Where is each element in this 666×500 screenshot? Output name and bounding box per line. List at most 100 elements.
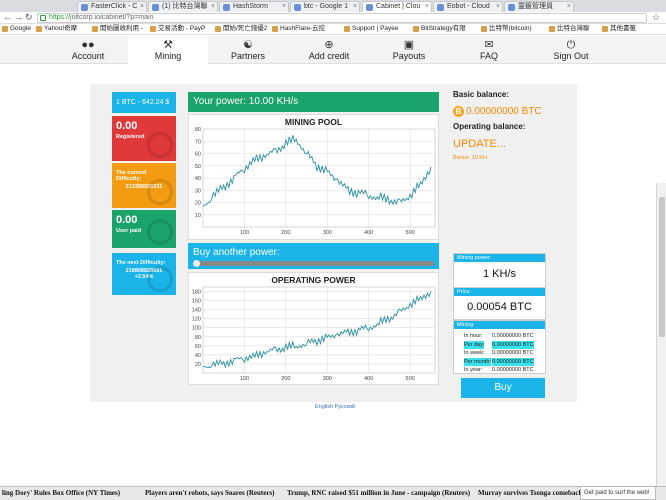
nav-label: Mining — [154, 51, 182, 61]
browser-tab[interactable]: Cabinet | Clou × — [362, 1, 432, 12]
browser-tab[interactable]: 靈籤管理員 × — [504, 1, 574, 12]
nav-partners[interactable]: ☯ Partners — [208, 36, 288, 64]
y-tick-label: 100 — [192, 326, 201, 332]
mining-pool-svg: 10 20 30 40 50 60 70 80 100 200 300 400 500 — [195, 127, 436, 236]
forward-icon[interactable]: → — [14, 12, 23, 22]
close-tab-icon[interactable]: × — [424, 3, 429, 10]
plus-circle-icon: ⊕ — [324, 39, 334, 51]
bonus-text: Bonus: 10 KH — [453, 155, 487, 161]
power-slider-track[interactable] — [193, 261, 434, 266]
close-tab-icon[interactable]: × — [566, 3, 571, 10]
bookmark-item[interactable]: Support | Payee — [344, 24, 399, 34]
page-scrollbar[interactable] — [656, 183, 666, 500]
y-tick-label: 120 — [192, 317, 201, 323]
close-tab-icon[interactable]: × — [139, 3, 144, 10]
series-line — [202, 291, 432, 369]
favicon-icon — [294, 4, 301, 11]
bookmark-item[interactable]: Yahoo!奇摩 — [36, 24, 77, 34]
pickaxe-icon: ⚒ — [163, 39, 173, 51]
scrollbar-thumb[interactable] — [659, 197, 665, 337]
stat-value: 0.00000000 BTC — [492, 340, 534, 349]
stat-label: In week: — [464, 350, 485, 356]
bookmark-item[interactable]: HashFlare-云挖 — [272, 24, 325, 34]
browser-tab-strip: FasterClick - C × (1) 比特台灣聯 × HashStorm × btc … — [0, 0, 666, 12]
ticker-headline[interactable]: Murray survives Tsonga comeback — [478, 489, 583, 497]
nav-add-credit[interactable]: ⊕ Add credit — [289, 36, 369, 64]
get-paid-widget[interactable]: Get paid to surf the web! — [580, 486, 656, 500]
back-icon[interactable]: ← — [3, 12, 12, 22]
chat-icon: ✉ — [484, 39, 494, 51]
x-tick-label: 200 — [281, 376, 290, 382]
browser-tab-label: Eobot - Cloud — [447, 3, 490, 10]
x-tick-label: 300 — [323, 230, 332, 236]
browser-tab[interactable]: Eobot - Cloud × — [433, 1, 503, 12]
nav-account[interactable]: ●● Account — [48, 36, 128, 64]
browser-tab[interactable]: (1) 比特台灣聯 × — [148, 1, 218, 12]
registered-value: 0.00 — [116, 120, 138, 132]
star-icon[interactable]: ☆ — [652, 12, 661, 22]
nav-label: Sign Out — [553, 51, 589, 61]
nav-mining[interactable]: ⚒ Mining — [128, 36, 208, 64]
nav-faq[interactable]: ✉ FAQ — [449, 36, 529, 64]
stat-label: In year: — [464, 367, 483, 373]
close-tab-icon[interactable]: × — [352, 3, 357, 10]
favicon-icon — [81, 4, 88, 11]
browser-tab-label: (1) 比特台灣聯 — [162, 3, 208, 10]
bookmark-item[interactable]: 開始圖收利用 - — [92, 24, 143, 34]
url-input[interactable]: https://joltcorp.io/cabinet/?p=main — [37, 13, 647, 23]
site-nav: ●● Account ⚒ Mining ☯ Partners ⊕ Add credit ▣ Pay… — [0, 36, 666, 64]
ticker-headline[interactable]: Players aren't robots, says Soares (Reut… — [145, 489, 275, 497]
mining-stat-row: In week: 0.00000000 BTC — [454, 349, 545, 358]
mining-pool-chart: MINING POOL 10 20 30 40 50 60 70 80 100 200 300 400… — [188, 114, 439, 240]
x-tick-label: 100 — [240, 230, 249, 236]
wallet-icon — [147, 219, 173, 245]
browser-tab[interactable]: btc - Google 1 × — [290, 1, 360, 12]
close-tab-icon[interactable]: × — [281, 3, 286, 10]
nav-payouts[interactable]: ▣ Payouts — [369, 36, 449, 64]
y-tick-label: 60 — [195, 344, 201, 350]
close-tab-icon[interactable]: × — [495, 3, 500, 10]
y-tick-label: 70 — [195, 139, 201, 145]
stat-value: 0.00000000 BTC — [492, 333, 534, 339]
y-tick-label: 80 — [195, 335, 201, 341]
bookmark-item[interactable]: 開始/死亡錢優2 — [215, 24, 267, 34]
reload-icon[interactable]: ↻ — [25, 12, 33, 22]
operating-power-svg: 20 40 60 80 100 120 140 160 180 100 200 300 400 500 — [192, 286, 436, 382]
browser-tab-label: HashStorm — [233, 3, 269, 10]
mining-stat-row: Per day: 0.00000000 BTC — [454, 340, 545, 349]
registered-icon — [147, 132, 173, 158]
browser-tab[interactable]: HashStorm × — [219, 1, 289, 12]
bookmark-item[interactable]: 交易活動 - PayP — [150, 24, 205, 34]
favicon-icon — [437, 4, 444, 11]
bookmark-item[interactable]: 比特幣(bitcoin) — [481, 24, 532, 34]
bookmark-item[interactable]: BitStrategy有限 — [413, 24, 466, 34]
operating-power-chart: OPERATING POWER 20 40 60 80 100 120 140 160 180 1… — [188, 272, 439, 385]
stat-value: 0.00000000 BTC — [492, 367, 534, 373]
bookmark-item[interactable]: 其他書籤 — [602, 24, 636, 34]
ticker-headline[interactable]: ling Dory' Rules Box Office (NY Times) — [2, 489, 121, 497]
ticker-headline[interactable]: Trump, RNC raised $51 million in June - … — [287, 489, 471, 497]
x-tick-label: 500 — [406, 376, 415, 382]
price-header: Price: — [454, 288, 545, 296]
operating-power-title: OPERATING POWER — [271, 275, 356, 285]
favicon-icon — [508, 4, 515, 11]
nav-sign-out[interactable]: ⏻ Sign Out — [531, 36, 611, 64]
language-links[interactable]: English Русский — [315, 404, 355, 410]
power-slider-handle[interactable] — [193, 260, 200, 267]
wallet-icon: ▣ — [403, 39, 415, 51]
x-tick-label: 300 — [323, 376, 332, 382]
y-tick-label: 60 — [195, 152, 201, 158]
nav-label: Partners — [230, 51, 265, 61]
bookmark-item[interactable]: 比特台灣聯 — [549, 24, 590, 34]
buy-power-label: Buy another power: — [193, 247, 280, 258]
mining-power-box: Mining power: 1 KH/s — [453, 253, 546, 290]
close-tab-icon[interactable]: × — [210, 3, 215, 10]
favicon-icon — [223, 4, 230, 11]
bookmark-item[interactable]: Google — [2, 24, 31, 34]
y-tick-label: 20 — [195, 362, 201, 368]
user-paid-label: User paid — [116, 228, 142, 234]
buy-button[interactable]: Buy — [461, 378, 545, 398]
browser-tab[interactable]: FasterClick - C × — [77, 1, 147, 12]
stat-value: 0.00000000 BTC — [492, 350, 534, 356]
mining-power-header: Mining power: — [454, 254, 545, 262]
